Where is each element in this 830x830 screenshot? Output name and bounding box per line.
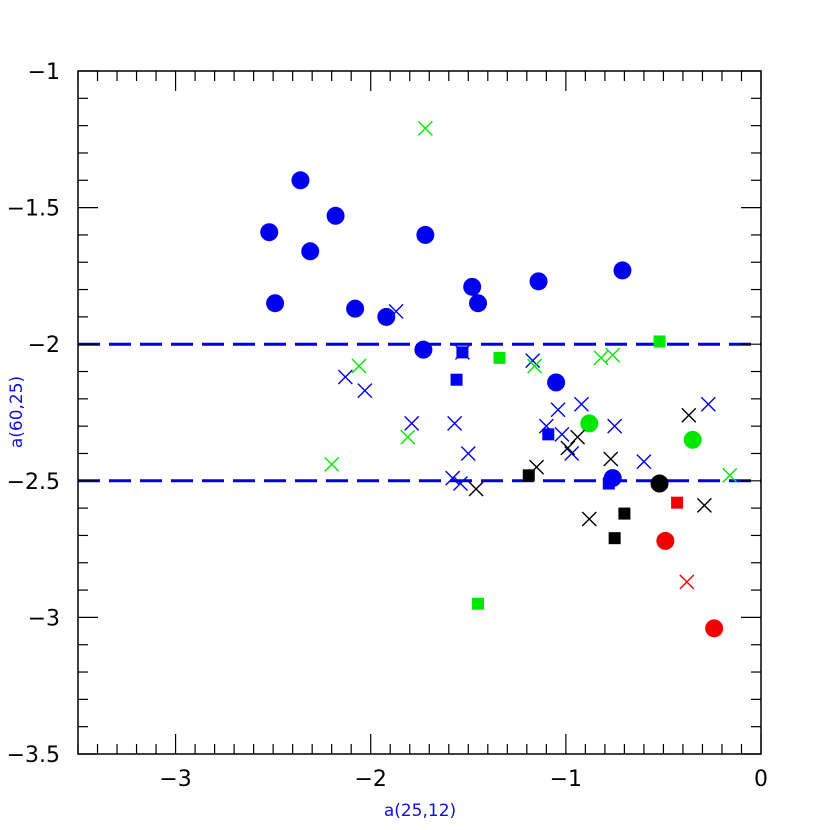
y-tick-label: −3.5 — [7, 743, 60, 768]
cross-point — [460, 445, 476, 461]
circle-point — [266, 294, 285, 313]
reference-lines — [78, 342, 761, 483]
square-point — [450, 373, 463, 386]
cross-point — [445, 470, 461, 486]
circle-point — [580, 414, 599, 433]
cross-point — [679, 574, 695, 590]
circle-point — [547, 373, 566, 392]
circle-point — [705, 619, 724, 638]
cross-point — [636, 454, 652, 470]
x-tick-label: −2 — [354, 767, 386, 792]
cross-point — [529, 459, 545, 475]
square-point — [472, 597, 485, 610]
cross-point — [447, 415, 463, 431]
square-point — [653, 335, 666, 348]
y-tick-label: −2 — [28, 333, 60, 358]
square-point — [542, 428, 555, 441]
cross-point — [700, 396, 716, 412]
square-point — [493, 351, 506, 364]
cross-point — [607, 418, 623, 434]
circle-point — [326, 206, 345, 225]
circle-point — [463, 277, 482, 296]
axis-ticks: −3 −2 −1 0 −1 −1.5 −2 −2.5 −3 −3.5 — [7, 60, 768, 792]
circle-point — [650, 474, 669, 493]
cross-point — [388, 303, 404, 319]
cross-point — [454, 344, 470, 360]
x-tick-label: −3 — [159, 767, 191, 792]
cross-point — [581, 511, 597, 527]
cross-point — [550, 402, 566, 418]
cross-point — [400, 429, 416, 445]
circle-point — [260, 223, 279, 242]
cross-point — [605, 347, 621, 363]
circle-point — [529, 272, 548, 291]
square-point — [671, 496, 684, 509]
y-axis-title: a(60,25) — [7, 376, 27, 448]
circle-point — [613, 261, 632, 280]
cross-point — [722, 467, 738, 483]
plot-frame — [77, 70, 762, 755]
circle-point — [291, 171, 310, 190]
cross-point — [593, 350, 609, 366]
cross-point — [404, 415, 420, 431]
circle-point — [301, 242, 320, 261]
cross-point — [452, 476, 468, 492]
circle-point — [414, 340, 433, 359]
cross-point — [357, 383, 373, 399]
circle-point — [683, 430, 702, 449]
circle-point — [377, 307, 396, 326]
circle-point — [416, 225, 435, 244]
circle-point — [469, 294, 488, 313]
cross-point — [525, 353, 541, 369]
cross-point — [417, 120, 433, 136]
x-tick-label: −1 — [550, 767, 582, 792]
cross-point — [324, 456, 340, 472]
y-tick-label: −2.5 — [7, 470, 60, 495]
y-tick-label: −1.5 — [7, 197, 60, 222]
cross-point — [337, 369, 353, 385]
square-point — [602, 477, 615, 490]
square-point — [608, 532, 621, 545]
square-point — [618, 507, 631, 520]
cross-point — [560, 440, 576, 456]
cross-point — [554, 426, 570, 442]
cross-point — [573, 396, 589, 412]
x-axis-title: a(25,12) — [384, 801, 456, 821]
cross-point — [538, 418, 554, 434]
cross-point — [681, 407, 697, 423]
x-tick-label: 0 — [754, 767, 768, 792]
cross-point — [527, 358, 543, 374]
cross-point — [351, 358, 367, 374]
cross-point — [603, 451, 619, 467]
cross-point — [570, 429, 586, 445]
data-points — [260, 120, 738, 638]
circle-point — [656, 531, 675, 550]
circle-point — [346, 299, 365, 318]
cross-point — [468, 481, 484, 497]
y-tick-label: −1 — [28, 60, 60, 85]
y-tick-label: −3 — [28, 606, 60, 631]
cross-point — [696, 497, 712, 513]
